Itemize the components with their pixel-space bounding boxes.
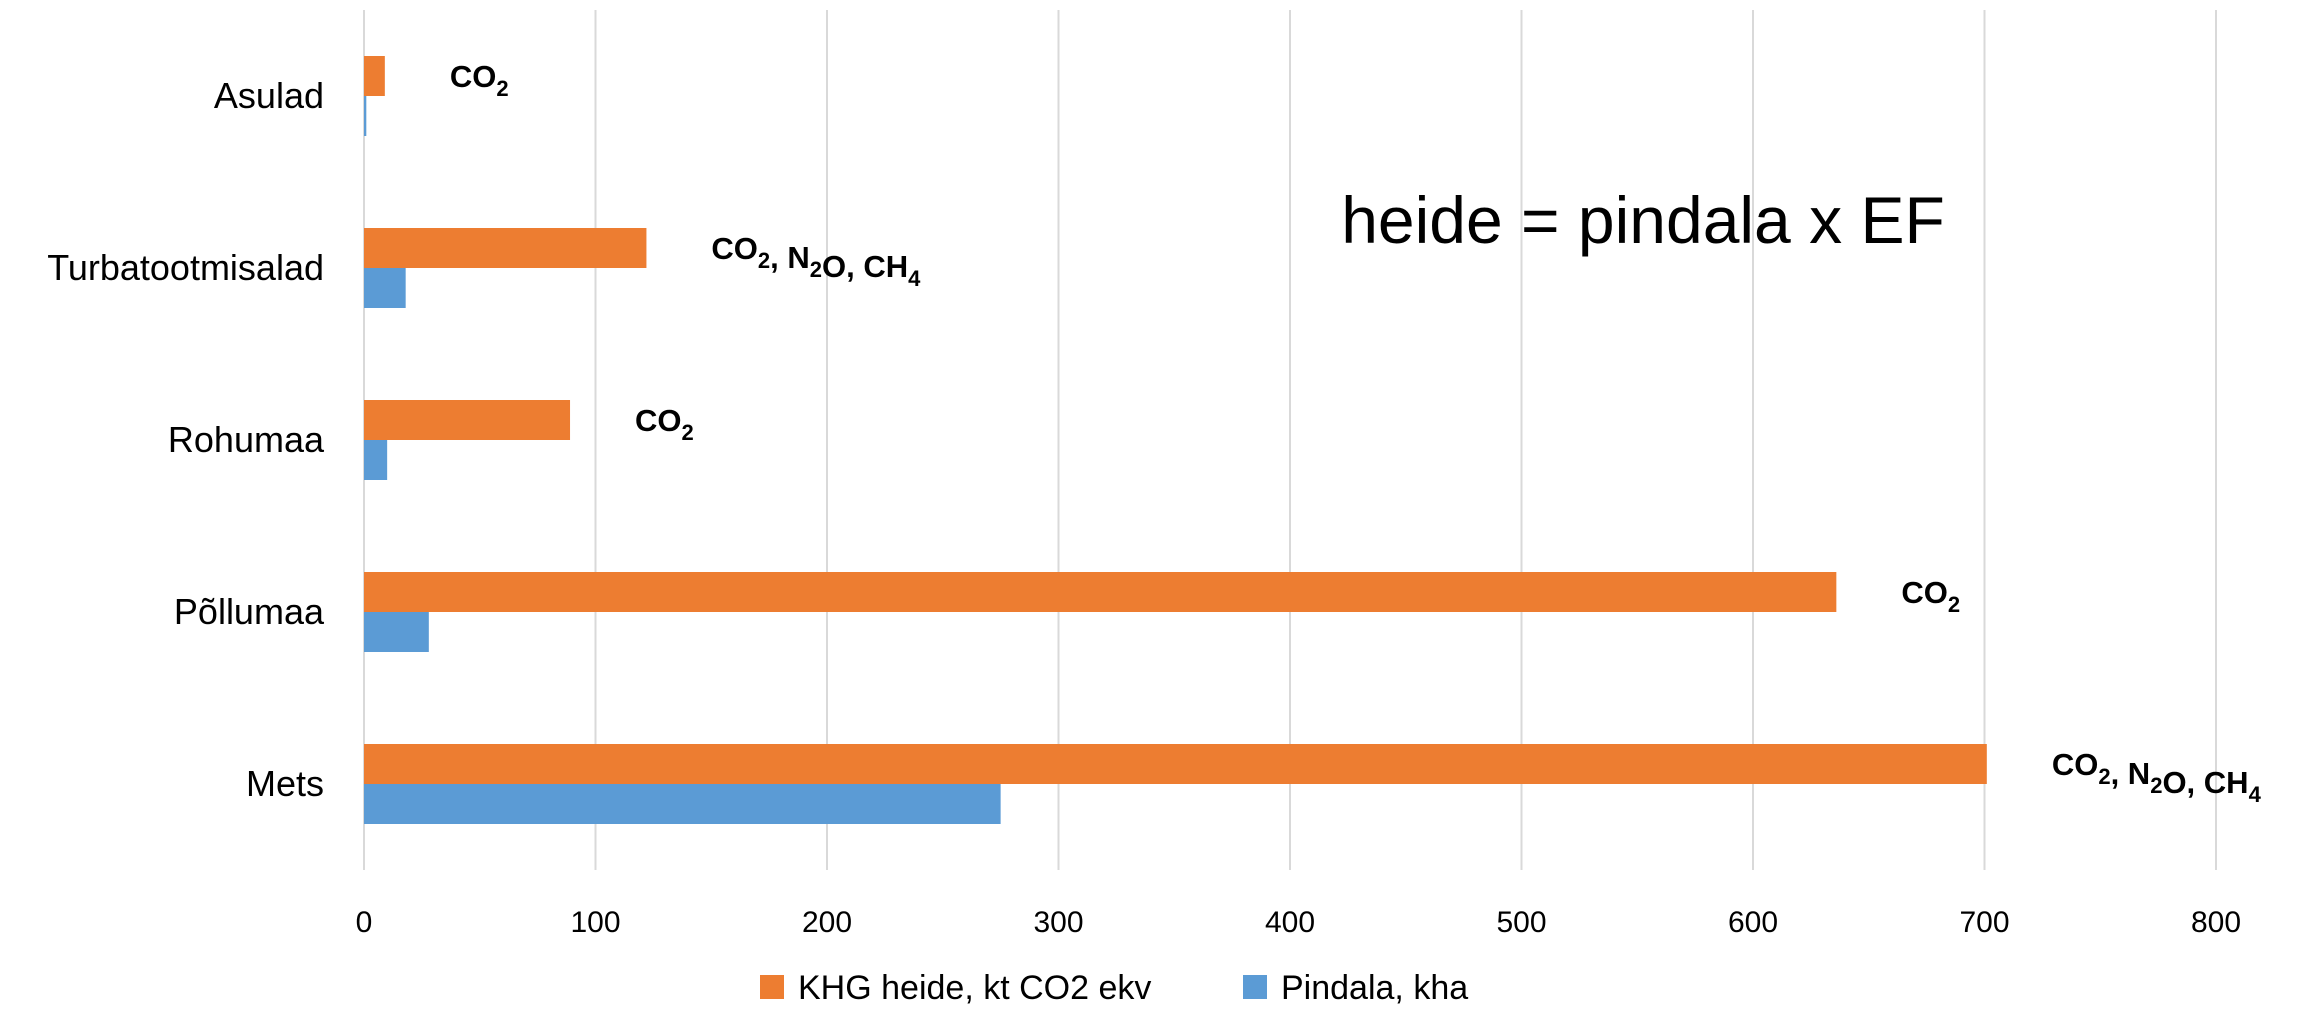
bar-emissions [364,56,385,96]
bar-area [364,440,388,480]
x-tick-label: 200 [802,906,852,939]
y-category-label: Põllumaa [174,591,325,632]
x-tick-label: 400 [1265,906,1315,939]
legend-swatch [760,975,784,999]
gridlines [363,10,2217,870]
gas-annotation: CO2 [450,59,509,101]
gas-annotation: CO2, N2O, CH4 [2052,747,2262,807]
bars [364,56,1987,824]
legend: KHG heide, kt CO2 ekv Pindala, kha [760,969,1468,1007]
gas-annotation: CO2, N2O, CH4 [711,231,921,291]
y-category-label: Asulad [214,75,324,116]
legend-swatch [1243,975,1267,999]
bar-emissions [364,572,1837,612]
bar-area [364,612,429,652]
gas-annotation: CO2 [635,403,694,445]
x-tick-label: 600 [1728,906,1778,939]
y-category-label: Rohumaa [168,419,325,460]
y-category-label: Mets [246,763,324,804]
y-axis-categories: Mets Põllumaa Rohumaa Turbatootmisalad Asula… [47,75,325,804]
x-tick-label: 500 [1496,906,1546,939]
formula-annotation: heide = pindala x EF [1341,183,1945,257]
x-tick-label: 800 [2191,906,2241,939]
x-tick-label: 0 [356,906,373,939]
x-tick-label: 300 [1033,906,1083,939]
bar-area [364,96,367,136]
x-tick-label: 100 [570,906,620,939]
bar-area [364,268,406,308]
y-category-label: Turbatootmisalad [47,247,324,288]
legend-label: KHG heide, kt CO2 ekv [798,969,1151,1007]
bar-area [364,784,1001,824]
gas-annotations: CO2, N2O, CH4 CO2 CO2 CO2, N2O, CH4 CO2 [450,59,2262,807]
bar-emissions [364,744,1987,784]
x-tick-label: 700 [1959,906,2009,939]
gas-annotation: CO2 [1901,575,1960,617]
bar-emissions [364,228,647,268]
bar-emissions [364,400,571,440]
x-axis-ticks: 0 100 200 300 400 500 600 700 800 [356,906,2241,939]
legend-label: Pindala, kha [1281,969,1468,1007]
